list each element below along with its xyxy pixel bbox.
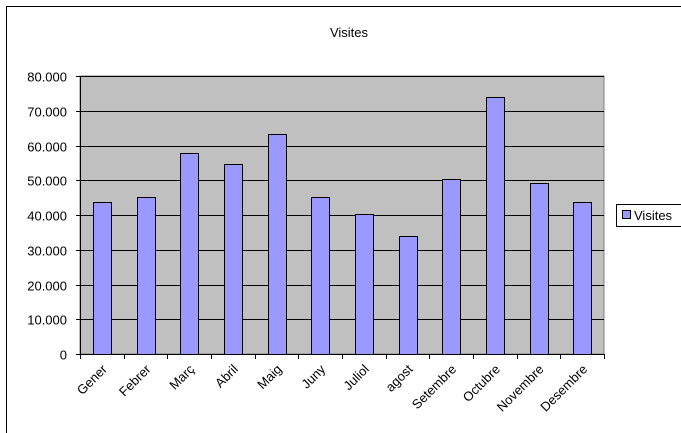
plot-area <box>79 75 605 355</box>
y-tick-label: 30.000 <box>27 244 67 259</box>
bar <box>530 183 549 355</box>
bar <box>355 214 374 355</box>
bar <box>311 197 330 355</box>
bar <box>268 134 287 355</box>
bar <box>399 236 418 355</box>
bar <box>224 164 243 355</box>
legend-swatch <box>622 210 631 219</box>
chart-title: Visites <box>330 25 369 40</box>
legend-label: Visites <box>634 208 673 223</box>
y-tick-label: 80.000 <box>27 70 67 85</box>
y-tick-label: 10.000 <box>27 313 67 328</box>
y-tick-label: 70.000 <box>27 105 67 120</box>
legend: Visites <box>616 204 681 227</box>
y-tick-label: 60.000 <box>27 140 67 155</box>
bars-group <box>93 97 592 355</box>
y-tick-label: 0 <box>60 348 67 363</box>
bar <box>442 179 461 355</box>
bar <box>180 153 199 355</box>
y-tick-label: 50.000 <box>27 174 67 189</box>
y-tick-label: 40.000 <box>27 209 67 224</box>
y-axis: 0 10.000 20.000 30.000 40.000 50.000 60.000 70.… <box>27 70 81 363</box>
bar <box>573 202 592 355</box>
legend-box <box>616 204 681 227</box>
bar <box>486 97 505 355</box>
bar <box>93 202 112 355</box>
y-tick-label: 20.000 <box>27 279 67 294</box>
bar <box>137 197 156 355</box>
